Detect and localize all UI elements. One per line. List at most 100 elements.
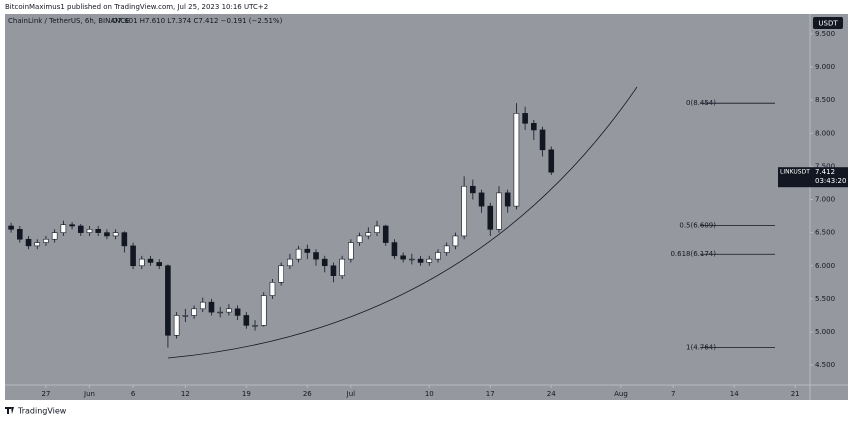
x-tick-label: Jun [83,390,95,398]
price-axis-bg [810,14,848,385]
candle-body [121,232,128,247]
candle-body [330,265,337,276]
time-axis-bg [5,385,848,400]
y-tick-label: 4.500 [815,361,835,369]
currency: USDT [818,20,838,28]
x-tick-label: 26 [303,390,312,398]
candle-body [417,258,424,263]
candle-body [269,282,276,296]
y-tick-label: 8.500 [815,96,835,104]
y-tick-label: 6.000 [815,262,835,270]
candle-body [165,265,171,336]
brand: TradingView [17,407,67,416]
x-tick-label: 14 [730,390,739,398]
x-tick-label: 27 [41,390,50,398]
candle-body [156,262,163,267]
symbol-line: ChainLink / TetherUS, 6h, BINANCE [8,17,130,25]
brand-logo [5,407,14,414]
x-tick-label: 17 [486,390,495,398]
x-tick-label: 19 [242,390,251,398]
candle-body [25,238,32,247]
candle-body [435,252,441,260]
candle-body [17,229,23,240]
candle-body [321,258,328,267]
candle-body [443,245,450,253]
fib-label: 0.5(6.609) [679,221,716,229]
candle-body [522,113,528,124]
plot-bg [5,14,810,385]
candle-body [252,325,258,327]
candle-body [95,229,102,233]
candle-body [208,301,215,313]
candle-body [191,308,197,316]
candle-body [304,248,311,253]
candle-body [356,235,363,243]
candle-body [138,258,145,267]
candle-body [278,265,284,283]
candle-body [287,258,293,267]
candle-body [478,192,485,207]
candle-body [513,113,520,207]
candle-body [409,258,415,261]
candle-body [295,248,302,260]
candle-body [69,224,75,227]
candle-body [147,258,154,263]
candle-body [8,225,14,230]
candle-body [51,232,58,240]
candle-body [104,232,110,237]
candle-body [260,295,267,326]
candle-body [199,301,206,310]
candle-body [391,242,398,257]
candle-body [226,308,232,313]
candle-body [182,315,189,317]
y-tick-label: 6.500 [815,229,835,237]
y-tick-label: 9.500 [815,30,835,38]
candle-body [452,235,459,247]
x-tick-label: Aug [614,390,628,398]
candle-body [112,232,119,237]
x-tick-label: 7 [671,390,675,398]
candle-body [426,258,433,263]
candle-body [531,123,537,131]
x-tick-label: 12 [181,390,190,398]
x-tick-label: 10 [425,390,434,398]
ohlc-line: O7.601 H7.610 L7.374 C7.412 −0.191 (−2.5… [112,17,283,25]
candle-body [130,245,136,267]
y-tick-label: 7.000 [815,196,835,204]
candle-body [496,192,502,230]
candle-body [86,229,93,233]
candle-body [504,192,511,207]
y-tick-label: 7.500 [815,162,835,170]
price-tag [778,167,848,188]
candle-body [539,129,546,151]
candle-body [374,225,380,233]
candle-body [339,258,345,276]
candle-body [234,308,241,316]
candle-body [461,185,467,237]
candle-body [77,225,84,233]
candle-body [34,242,41,247]
candle-body [313,252,319,260]
candle-body [548,149,555,173]
price-tag-symbol: LINKUSDT [780,169,810,176]
y-tick-label: 5.500 [815,295,835,303]
candle-body [348,242,354,260]
candle-body [470,185,476,194]
candle-body [243,315,250,326]
publisher: BitcoinMaximus1 published on TradingView… [5,3,268,11]
x-tick-label: Jul [346,390,356,398]
candle-body [60,224,67,233]
x-tick-label: 21 [791,390,800,398]
fib-label: 0(8.454) [686,99,716,107]
x-tick-label: 6 [131,390,136,398]
candle-body [400,255,406,260]
fib-label: 1(4.764) [686,344,716,352]
candle-body [173,315,180,336]
fib-label: 0.618(6.174) [670,250,716,258]
y-tick-label: 5.000 [815,328,835,336]
candle-body [217,311,223,314]
candle-body [487,205,494,230]
x-tick-label: 24 [547,390,556,398]
trend-curve [167,86,638,359]
